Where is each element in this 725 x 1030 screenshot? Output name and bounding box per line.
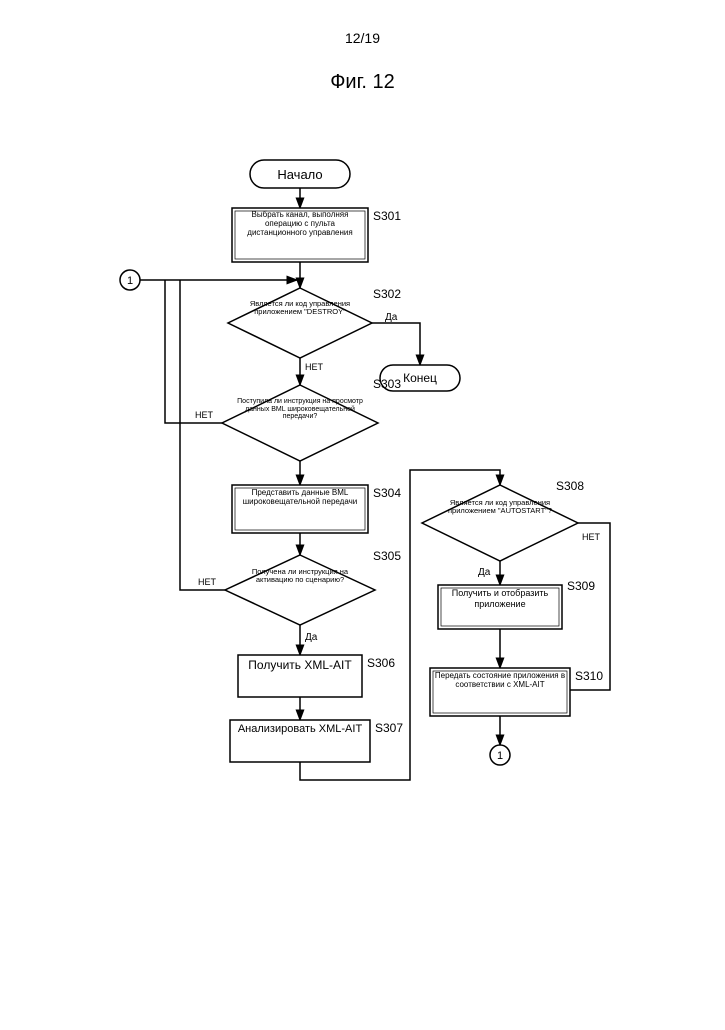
decision-s308: Является ли код управления приложением "… (422, 479, 584, 561)
terminal-start-label: Начало (277, 167, 322, 182)
terminal-start: Начало (250, 160, 350, 188)
process-s301: Выбрать канал, выполняя операцию с пульт… (232, 208, 401, 262)
label-s302: S302 (373, 287, 401, 301)
branch-no: НЕТ (582, 532, 601, 542)
branch-yes: Да (305, 632, 318, 643)
label-s304: S304 (373, 486, 401, 500)
label-s310: S310 (575, 669, 603, 683)
process-s306: Получить XML-AIT S306 (238, 655, 395, 697)
flowchart-svg: Начало Выбрать канал, выполняя операцию … (0, 150, 725, 1010)
process-s304-text: Представить данные BML широковещательной… (236, 488, 364, 506)
process-s310: Передать состояние приложения в соответс… (430, 668, 603, 716)
label-s305: S305 (373, 549, 401, 563)
decision-s305-text: Получена ли инструкция на активацию по с… (240, 568, 360, 585)
process-s307-text: Анализировать XML-AIT (232, 723, 368, 736)
connector-left: 1 (120, 270, 140, 290)
connector-bottom: 1 (490, 745, 510, 765)
label-s308: S308 (556, 479, 584, 493)
branch-no: НЕТ (195, 410, 214, 420)
edge (165, 280, 222, 423)
decision-s303-text: Поступила ли инструкция на просмотр данн… (237, 398, 363, 421)
process-s309-text: Получить и отобразить приложение (442, 588, 558, 610)
process-s309: Получить и отобразить приложение S309 (438, 579, 595, 629)
decision-s303: Поступила ли инструкция на просмотр данн… (222, 377, 401, 461)
label-s303: S303 (373, 377, 401, 391)
decision-s308-text: Является ли код управления приложением "… (437, 499, 563, 516)
edge (372, 323, 420, 365)
label-s309: S309 (567, 579, 595, 593)
label-s307: S307 (375, 721, 403, 735)
branch-no: НЕТ (198, 577, 217, 587)
branch-yes: Да (478, 567, 491, 578)
connector-bottom-label: 1 (497, 750, 503, 762)
process-s301-text: Выбрать канал, выполняя операцию с пульт… (236, 210, 364, 238)
terminal-end-label: Конец (403, 371, 437, 385)
label-s301: S301 (373, 209, 401, 223)
branch-yes: Да (385, 312, 398, 323)
decision-s302-text: Является ли код управления приложением "… (242, 300, 358, 317)
decision-s305: Получена ли инструкция на активацию по с… (225, 549, 401, 625)
branch-no: НЕТ (305, 362, 324, 372)
process-s307: Анализировать XML-AIT S307 (230, 720, 403, 762)
process-s310-text: Передать состояние приложения в соответс… (434, 671, 566, 689)
edge (180, 280, 225, 590)
figure-title: Фиг. 12 (0, 71, 725, 94)
page-number: 12/19 (0, 30, 725, 46)
connector-left-label: 1 (127, 275, 133, 287)
process-s306-text: Получить XML-AIT (240, 658, 360, 672)
process-s304: Представить данные BML широковещательной… (232, 485, 401, 533)
label-s306: S306 (367, 656, 395, 670)
flowchart-container: Начало Выбрать канал, выполняя операцию … (0, 150, 725, 1010)
